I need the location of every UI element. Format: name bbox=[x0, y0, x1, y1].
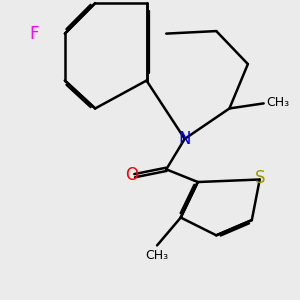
Text: N: N bbox=[178, 130, 191, 148]
Text: CH₃: CH₃ bbox=[266, 96, 289, 109]
Text: F: F bbox=[30, 25, 39, 43]
Text: CH₃: CH₃ bbox=[145, 249, 168, 262]
Text: S: S bbox=[255, 169, 266, 188]
Text: O: O bbox=[125, 166, 138, 184]
